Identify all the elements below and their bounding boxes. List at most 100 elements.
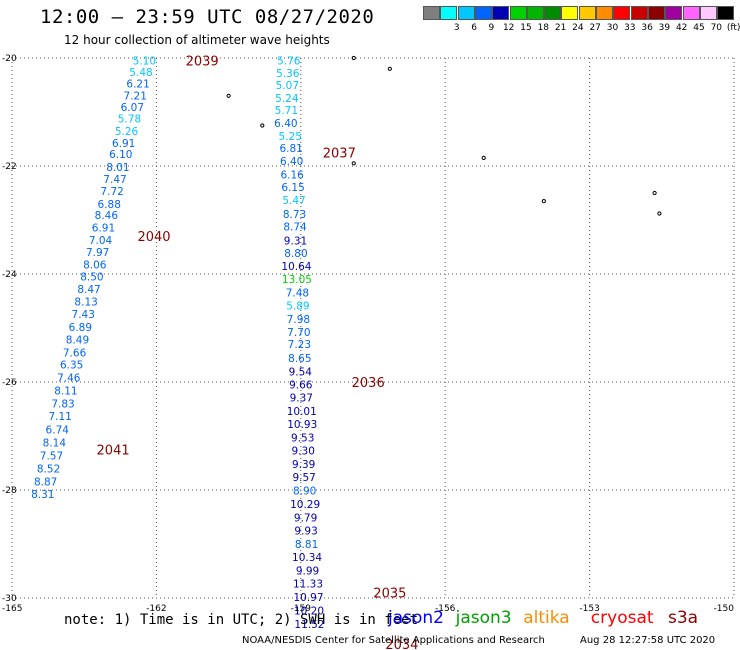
island-outline bbox=[226, 93, 231, 98]
wave-height-value: 6.21 bbox=[126, 78, 149, 90]
map-subtitle: 12 hour collection of altimeter wave hei… bbox=[64, 33, 330, 47]
track-east: 5.765.365.075.245.716.405.256.816.406.16… bbox=[274, 56, 324, 631]
time-label: 2036 bbox=[352, 376, 385, 391]
wave-height-value: 10.64 bbox=[281, 261, 311, 273]
legend-label: 70 bbox=[710, 23, 723, 33]
legend-label: 39 bbox=[658, 23, 671, 33]
wave-height-value: 9.31 bbox=[284, 236, 307, 248]
track-west: 5.105.486.217.216.075.785.266.916.108.01… bbox=[31, 56, 156, 501]
wave-height-value: 5.71 bbox=[275, 105, 298, 117]
legend-swatch bbox=[699, 6, 717, 20]
map-title: 12:00 – 23:59 UTC 08/27/2020 bbox=[40, 6, 375, 28]
legend-swatch bbox=[526, 6, 544, 20]
wave-height-value: 8.81 bbox=[295, 539, 318, 551]
wave-height-value: 10.29 bbox=[290, 499, 320, 511]
lon-tick-label: -150 bbox=[714, 604, 735, 614]
wave-height-value: 8.01 bbox=[106, 162, 129, 174]
wave-height-value: 8.87 bbox=[34, 476, 57, 488]
wave-height-value: 7.98 bbox=[287, 314, 310, 326]
legend-swatch bbox=[613, 6, 631, 20]
wave-height-value: 6.10 bbox=[109, 149, 132, 161]
wave-height-value: 5.24 bbox=[275, 93, 299, 105]
island-outline bbox=[387, 66, 392, 71]
wave-height-value: 10.01 bbox=[287, 406, 317, 418]
wave-height-value: 5.25 bbox=[279, 131, 302, 143]
lat-tick-label: -30 bbox=[2, 594, 17, 604]
axis-ticks: -165 -162 -159 -156 -153 -150 -20 -22 -24 -26 -28 -… bbox=[2, 54, 734, 614]
island-outline bbox=[260, 123, 265, 128]
island-outlines bbox=[226, 55, 662, 216]
wave-height-value: 9.79 bbox=[294, 513, 317, 525]
wave-height-value: 8.50 bbox=[80, 272, 103, 284]
lat-tick-label: -26 bbox=[2, 378, 17, 388]
wave-height-value: 5.36 bbox=[276, 68, 300, 80]
wave-height-value: 6.91 bbox=[92, 223, 115, 235]
wave-height-value: 10.20 bbox=[294, 605, 324, 617]
wave-height-value: 7.48 bbox=[286, 287, 309, 299]
legend-label: 24 bbox=[572, 23, 584, 33]
generation-timestamp: Aug 28 12:27:58 UTC 2020 bbox=[580, 635, 716, 646]
wave-height-value: 5.07 bbox=[276, 80, 299, 92]
time-label: 2037 bbox=[323, 147, 356, 162]
time-label: 2040 bbox=[137, 230, 170, 245]
legend-label: 6 bbox=[471, 23, 477, 33]
wave-height-value: 9.93 bbox=[294, 526, 317, 538]
wave-height-value: 6.89 bbox=[69, 322, 92, 334]
satellite-s3a: s3a bbox=[668, 608, 699, 628]
wave-height-value: 9.37 bbox=[290, 393, 313, 405]
time-label: 2034 bbox=[385, 638, 418, 650]
wave-height-value: 6.15 bbox=[281, 182, 304, 194]
legend-swatch bbox=[630, 6, 648, 20]
footer-note: note: 1) Time is in UTC; 2) SWH is in fe… bbox=[64, 612, 419, 628]
legend-label: 18 bbox=[537, 23, 550, 33]
wave-height-value: 7.70 bbox=[287, 327, 310, 339]
wave-height-value: 6.35 bbox=[60, 360, 83, 372]
legend-swatch bbox=[682, 6, 700, 20]
wave-height-value: 9.99 bbox=[296, 565, 319, 577]
satellite-altika: altika bbox=[523, 608, 570, 628]
wave-height-tracks: 5.105.486.217.216.075.785.266.916.108.01… bbox=[31, 56, 324, 631]
island-outline bbox=[541, 199, 546, 204]
lon-tick-label: -165 bbox=[2, 604, 22, 614]
wave-height-value: 5.26 bbox=[115, 126, 139, 138]
wave-height-value: 7.57 bbox=[40, 450, 63, 462]
wave-height-value: 8.90 bbox=[293, 486, 316, 498]
island-outline bbox=[657, 211, 662, 216]
wave-height-value: 8.80 bbox=[284, 248, 307, 260]
wave-height-value: 10.34 bbox=[292, 552, 322, 564]
wave-height-value: 8.74 bbox=[283, 221, 307, 233]
wave-height-value: 10.97 bbox=[293, 592, 323, 604]
legend-label: 9 bbox=[488, 23, 495, 33]
lon-tick-label: -153 bbox=[579, 604, 599, 614]
legend-swatch bbox=[578, 6, 596, 20]
wave-height-value: 8.52 bbox=[37, 463, 60, 475]
wave-height-value: 11.33 bbox=[293, 578, 323, 590]
wave-height-value: 6.16 bbox=[280, 170, 304, 182]
lon-tick-label: -159 bbox=[291, 604, 312, 614]
wave-height-value: 6.07 bbox=[121, 102, 144, 114]
wave-height-value: 7.72 bbox=[100, 186, 123, 198]
lat-tick-label: -22 bbox=[2, 162, 17, 172]
wave-height-value: 5.10 bbox=[133, 56, 156, 68]
island-outline bbox=[351, 55, 356, 61]
wave-height-value: 7.46 bbox=[57, 373, 81, 385]
wave-height-value: 7.21 bbox=[124, 90, 147, 102]
wave-height-value: 5.78 bbox=[118, 113, 141, 125]
legend-label: 3 bbox=[453, 23, 460, 33]
wave-height-value: 5.47 bbox=[282, 195, 305, 207]
wave-height-value: 7.43 bbox=[72, 309, 95, 321]
time-label: 2041 bbox=[97, 444, 130, 459]
island-outline bbox=[652, 190, 657, 196]
satellite-jason3: jason3 bbox=[455, 608, 512, 628]
wave-height-value: 8.73 bbox=[283, 209, 306, 221]
map-grid bbox=[11, 57, 735, 599]
wave-height-value: 8.46 bbox=[95, 210, 119, 222]
legend-swatch bbox=[474, 6, 492, 20]
legend-label: 33 bbox=[624, 23, 636, 33]
lat-tick-label: -20 bbox=[2, 54, 17, 64]
lat-tick-label: -24 bbox=[2, 270, 17, 280]
legend-swatch bbox=[509, 6, 527, 20]
wave-height-value: 7.11 bbox=[48, 411, 71, 423]
wave-height-value: 7.47 bbox=[103, 174, 126, 186]
